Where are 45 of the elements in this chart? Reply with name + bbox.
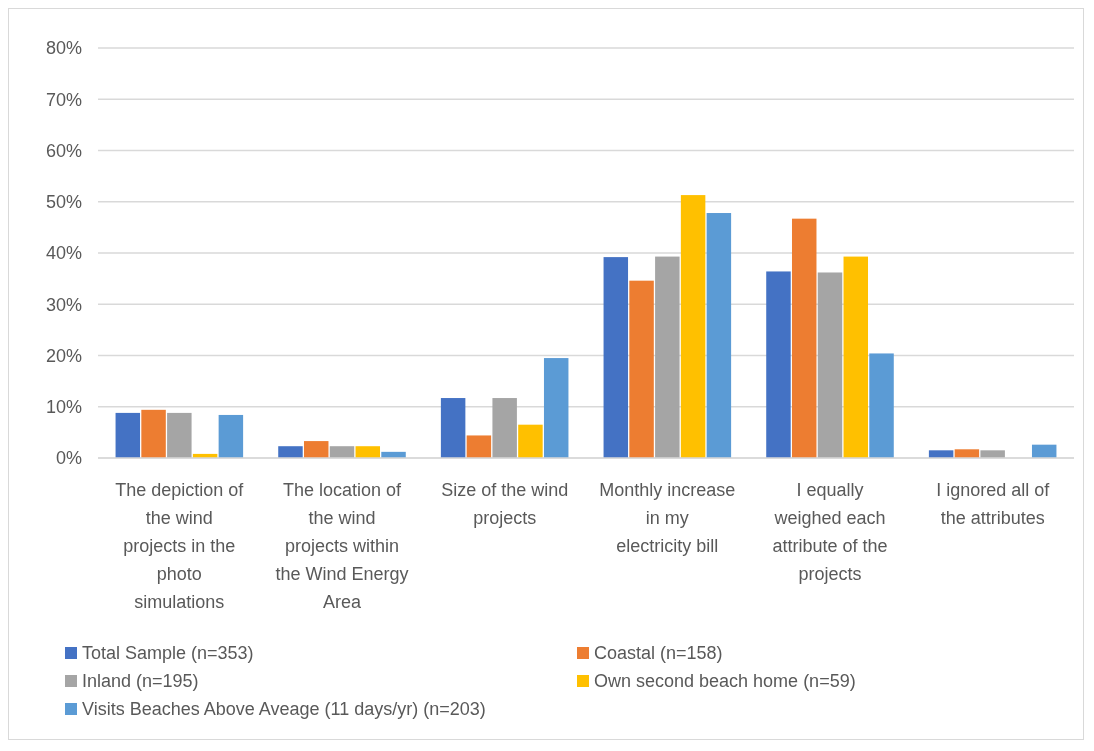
bar xyxy=(518,424,543,458)
bar xyxy=(655,256,680,458)
y-tick-label: 70% xyxy=(45,89,82,110)
bar xyxy=(115,412,141,458)
y-tick-label: 30% xyxy=(45,294,82,315)
y-tick-label: 40% xyxy=(45,243,82,264)
bar xyxy=(980,450,1005,458)
legend-label: Coastal (n=158) xyxy=(594,643,723,664)
bar xyxy=(440,398,466,458)
bar xyxy=(603,257,629,458)
bar xyxy=(543,358,569,458)
y-tick-label: 50% xyxy=(45,192,82,213)
y-tick-label: 10% xyxy=(45,397,82,418)
bar xyxy=(355,446,381,458)
legend-label: Total Sample (n=353) xyxy=(82,643,254,664)
x-tick-label: Monthly increase in my electricity bill xyxy=(599,480,736,556)
bar xyxy=(791,218,817,458)
bar xyxy=(303,441,329,458)
y-tick-label: 60% xyxy=(45,140,82,161)
bar xyxy=(492,398,517,458)
bar xyxy=(329,446,355,458)
bar xyxy=(167,412,192,458)
y-tick-label: 80% xyxy=(45,38,82,59)
legend-label: Inland (n=195) xyxy=(82,671,199,692)
legend-label: Visits Beaches Above Aveage (11 days/yr) (n=203) xyxy=(82,699,486,720)
bar xyxy=(680,195,706,458)
bar xyxy=(954,449,980,458)
bar xyxy=(218,414,244,458)
bar xyxy=(629,280,654,458)
x-tick-label: The location of the wind projects within the Wind Energy Area xyxy=(275,480,409,612)
bar xyxy=(817,272,843,458)
y-tick-label: 0% xyxy=(55,448,82,469)
x-tick-label: I ignored all of the attributes xyxy=(936,480,1051,528)
bar xyxy=(466,435,492,458)
bar xyxy=(278,446,303,458)
x-tick-label: Size of the wind projects xyxy=(441,480,569,528)
x-tick-label: The depiction of the wind projects in the photo simulations xyxy=(115,480,245,612)
legend-label: Own second beach home (n=59) xyxy=(594,671,856,692)
bar xyxy=(843,256,869,458)
y-tick-label: 20% xyxy=(45,345,82,366)
bar xyxy=(869,353,894,458)
x-tick-label: I equally weighed each attribute of the projects xyxy=(772,480,888,584)
bar xyxy=(766,271,791,458)
bar xyxy=(706,213,732,458)
bar xyxy=(141,409,166,458)
